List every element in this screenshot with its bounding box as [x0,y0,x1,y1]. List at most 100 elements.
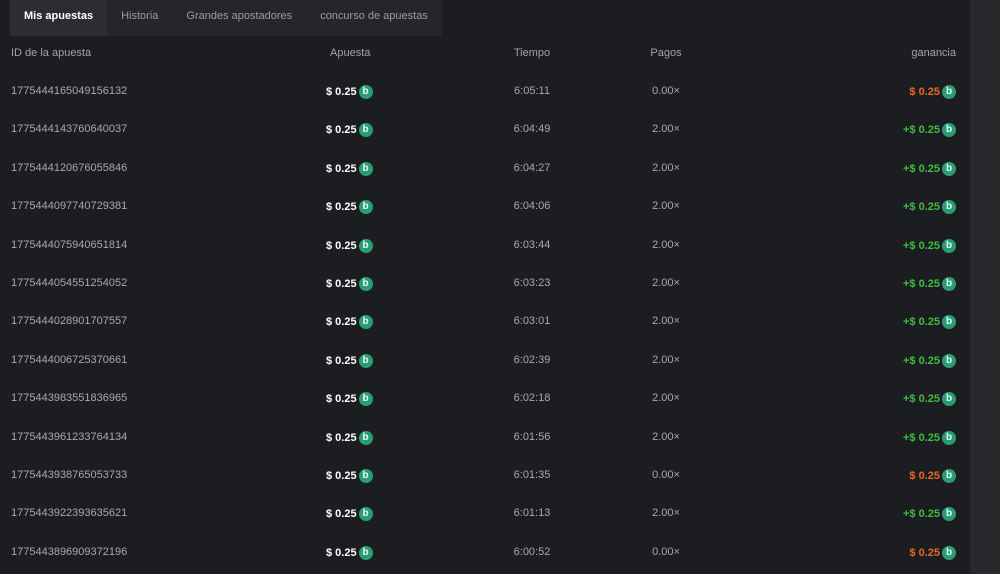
table-row[interactable]: 1775443938765053733 $ 0.25 b 6:01:35 0.00… [0,469,970,485]
coin-icon: b [358,392,373,407]
bet-payout: 2.00× [652,430,680,443]
coin-icon: b [358,469,373,483]
bet-payout: 2.00× [652,392,680,405]
side-panel [970,0,1000,574]
bet-amount: $ 0.25 b [326,277,373,291]
bet-amount: $ 0.25 b [326,353,373,368]
profit-text: +$ 0.25 [902,278,940,290]
profit-text: +$ 0.25 [902,431,940,444]
bet-amount: $ 0.25 b [326,507,373,522]
profit-text: +$ 0.25 [902,508,940,521]
bet-amount-text: $ 0.25 [326,508,357,521]
bet-id: 1775444143760640037 [11,123,128,136]
bet-profit: $ 0.25 b [909,469,956,483]
profit-text: $ 0.25 [909,86,940,98]
bet-payout: 0.00× [652,545,680,558]
profit-text: $ 0.25 [909,470,940,482]
bet-id: 1775443983551836965 [11,392,128,405]
tab-grandes-apostadores[interactable]: Grandes apostadores [186,10,293,22]
bet-amount-text: $ 0.25 [326,470,357,482]
bet-id: 1775444120676055846 [11,161,128,174]
bet-amount-text: $ 0.25 [326,201,357,214]
header-bet: Apuesta [330,47,371,59]
coin-icon: b [942,238,956,253]
bet-time: 6:04:06 [513,200,551,213]
bet-payout: 2.00× [652,123,680,136]
table-row[interactable]: 1775444075940651814 $ 0.25 b 6:03:44 2.00… [0,238,970,255]
bet-amount: $ 0.25 b [326,200,373,215]
tab-historia[interactable]: Historia [121,10,159,22]
bet-time: 6:03:44 [513,238,551,251]
tab-mis-apuestas[interactable]: Mis apuestas [10,0,108,36]
bet-id: 1775444028901707557 [11,315,128,328]
coin-icon: b [942,430,956,445]
coin-icon: b [942,200,956,215]
bet-amount: $ 0.25 b [326,123,373,138]
profit-text: +$ 0.25 [902,239,940,252]
bet-profit: +$ 0.25 b [902,315,956,330]
profit-text: $ 0.25 [909,546,940,559]
table-row[interactable]: 1775443983551836965 $ 0.25 b 6:02:18 2.00… [0,392,970,408]
bet-id: 1775443961233764134 [11,430,128,443]
bet-time: 6:01:35 [513,469,551,481]
bet-amount: $ 0.25 b [326,469,373,483]
bet-payout: 2.00× [652,353,680,366]
table-row[interactable]: 1775444006725370661 $ 0.25 b 6:02:39 2.00… [0,353,970,370]
table-row[interactable]: 1775443961233764134 $ 0.25 b 6:01:56 2.00… [0,430,970,447]
coin-icon: b [358,238,373,253]
bet-id: 1775443938765053733 [11,469,128,481]
bet-id: 1775443896909372196 [11,545,128,558]
bet-time: 6:00:52 [513,545,551,558]
profit-text: +$ 0.25 [902,393,940,406]
coin-icon: b [942,507,956,522]
bet-time: 6:02:39 [513,353,551,366]
profit-text: +$ 0.25 [902,162,940,175]
table-row[interactable]: 1775444143760640037 $ 0.25 b 6:04:49 2.00… [0,123,970,139]
bet-payout: 2.00× [652,200,680,213]
coin-icon: b [358,123,373,138]
tab-concurso[interactable]: concurso de apuestas [320,10,428,22]
profit-text: +$ 0.25 [902,316,940,329]
coin-icon: b [358,507,373,522]
bet-payout: 2.00× [652,507,680,520]
bet-time: 6:01:56 [513,430,551,443]
bet-amount-text: $ 0.25 [326,124,357,137]
bet-profit: +$ 0.25 b [902,507,956,522]
coin-icon: b [358,353,373,368]
table-row[interactable]: 1775444028901707557 $ 0.25 b 6:03:01 2.00… [0,315,970,331]
bet-time: 6:02:18 [513,392,551,405]
coin-icon: b [942,85,956,99]
bet-profit: +$ 0.25 b [902,200,956,215]
tab-bar: Mis apuestas Historia Grandes apostadore… [10,0,442,36]
coin-icon: b [358,161,373,176]
table-row[interactable]: 1775443922393635621 $ 0.25 b 6:01:13 2.00… [0,507,970,523]
bet-amount-text: $ 0.25 [326,393,357,406]
bet-profit: $ 0.25 b [909,545,956,560]
table-header: ID de la apuesta Apuesta Tiempo Pagos ga… [0,47,970,63]
coin-icon: b [942,161,956,176]
header-time: Tiempo [513,47,551,59]
table-row[interactable]: 1775444054551254052 $ 0.25 b 6:03:23 2.00… [0,277,970,293]
coin-icon: b [942,315,956,330]
table-row[interactable]: 1775444165049156132 $ 0.25 b 6:05:11 0.00… [0,85,970,101]
table-row[interactable]: 1775444120676055846 $ 0.25 b 6:04:27 2.00… [0,161,970,178]
bet-id: 1775444097740729381 [11,200,128,213]
bet-time: 6:03:01 [513,315,551,328]
table-row[interactable]: 1775444097740729381 $ 0.25 b 6:04:06 2.00… [0,200,970,216]
coin-icon: b [358,315,373,330]
bet-payout: 0.00× [652,469,680,481]
profit-text: +$ 0.25 [902,201,940,214]
bet-amount: $ 0.25 b [326,430,373,445]
table-row[interactable]: 1775443896909372196 $ 0.25 b 6:00:52 0.00… [0,545,970,562]
profit-text: +$ 0.25 [902,124,940,137]
bet-profit: +$ 0.25 b [902,238,956,253]
coin-icon: b [942,392,956,407]
bet-profit: $ 0.25 b [909,85,956,99]
coin-icon: b [358,200,373,215]
bet-amount: $ 0.25 b [326,161,373,176]
bet-payout: 2.00× [652,277,680,289]
bet-amount-text: $ 0.25 [326,239,357,252]
coin-icon: b [942,277,956,291]
bet-profit: +$ 0.25 b [903,277,956,291]
bet-profit: +$ 0.25 b [903,353,956,368]
